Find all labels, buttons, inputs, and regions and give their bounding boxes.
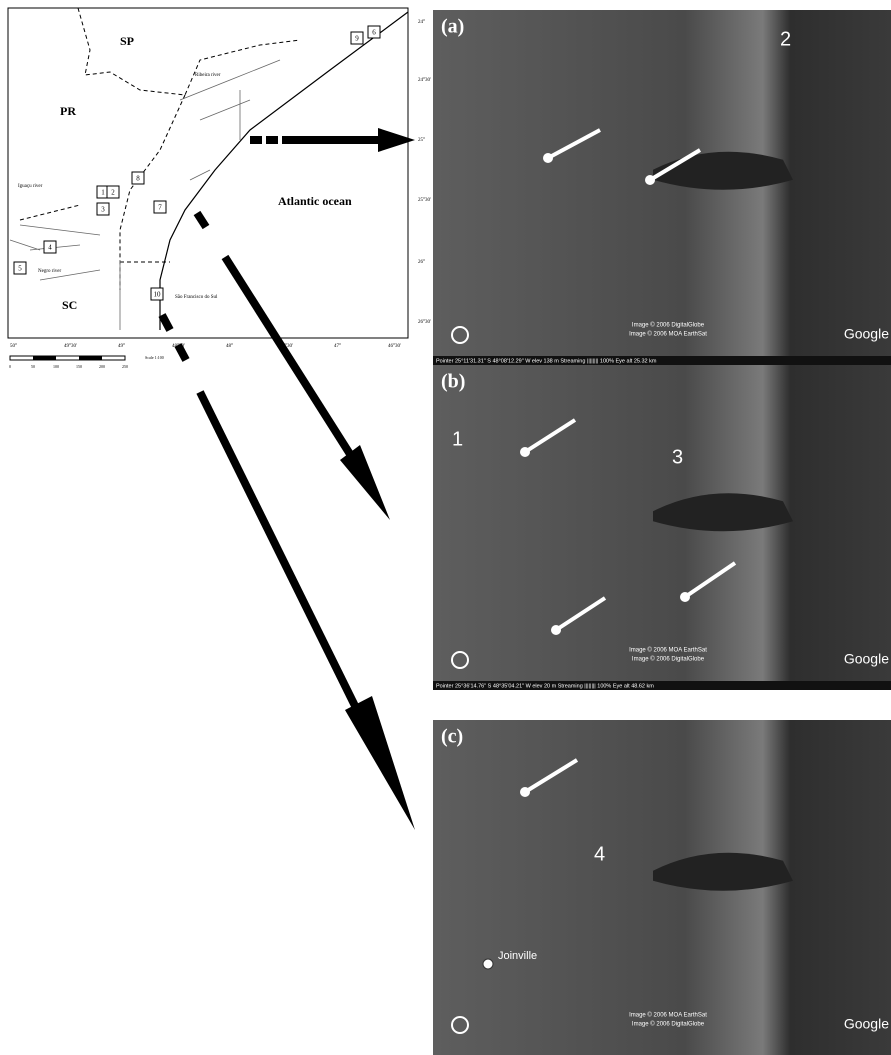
area-number: 3	[672, 446, 683, 468]
panel-label: (c)	[441, 726, 463, 748]
river-label: Ribeira river	[195, 73, 221, 78]
satellite-image	[433, 10, 891, 365]
satellite-image	[433, 365, 891, 690]
site-label: 2	[111, 189, 115, 197]
scale-tick: 200	[99, 364, 105, 369]
scale-bar	[10, 356, 125, 360]
river-label: Iguaçu river	[18, 184, 43, 189]
panel-label: (a)	[441, 16, 464, 38]
satellite-image	[433, 720, 891, 1055]
scale-tick: 50	[31, 364, 35, 369]
scale-tick: 250	[122, 364, 128, 369]
lat-label: 26°30'	[418, 320, 431, 325]
region-label: SC	[62, 298, 77, 312]
image-credit: Image © 2006 MOA EarthSat	[629, 647, 707, 654]
google-logo: Google	[844, 326, 889, 342]
lon-label: 49°	[118, 344, 125, 349]
place-marker	[483, 959, 493, 969]
lon-label: 49°30'	[64, 344, 77, 349]
site-label: 1	[101, 189, 105, 197]
white-arrow-head	[680, 592, 690, 602]
status-text: Pointer 25°36'14.76" S 48°35'04.21" W el…	[436, 683, 654, 689]
area-number: 1	[452, 428, 463, 450]
white-arrow-head	[520, 447, 530, 457]
image-credit: Image © 2006 MOA EarthSat	[629, 331, 707, 338]
ocean-label: Atlantic ocean	[278, 194, 352, 208]
scale-text: Scale 1:100	[145, 355, 164, 360]
white-arrow-head	[645, 175, 655, 185]
site-label: 4	[48, 244, 52, 252]
place-label: Joinville	[498, 950, 537, 962]
image-credit: Image © 2006 DigitalGlobe	[632, 322, 705, 329]
white-arrow-head	[520, 787, 530, 797]
map: SP PR SC Atlantic ocean Ribeira river Iguaçu …	[8, 8, 431, 369]
scale-tick: 100	[53, 364, 59, 369]
map-frame	[8, 8, 408, 338]
satellite-panel: (b) 1 3 Image © 2006 MOA EarthSat Image © 20…	[433, 365, 891, 690]
panel-label: (b)	[441, 371, 465, 393]
image-credit: Image © 2006 DigitalGlobe	[632, 656, 705, 663]
site-label: 9	[355, 35, 359, 43]
scale-tick: 150	[76, 364, 82, 369]
lat-label: 25°30'	[418, 198, 431, 203]
site-label: 8	[136, 175, 140, 183]
google-logo: Google	[844, 651, 889, 667]
region-label: SP	[120, 34, 134, 48]
lon-label: 50°	[10, 344, 17, 349]
town-label: São Francisco do Sul	[175, 295, 218, 300]
area-number: 4	[594, 843, 605, 865]
site-label: 7	[158, 204, 162, 212]
lon-label: 48°	[226, 344, 233, 349]
figure: SP PR SC Atlantic ocean Ribeira river Iguaçu …	[0, 0, 891, 1055]
white-arrow-head	[551, 625, 561, 635]
area-number: 2	[780, 28, 791, 50]
lon-label: 47°	[334, 344, 341, 349]
river-label: Negro river	[38, 269, 62, 274]
satellite-panel: (c) 4 Joinville Image © 2006 MOA EarthSat Im…	[433, 720, 891, 1055]
region-label: PR	[60, 104, 76, 118]
satellite-panel: (a) 2 Image © 2006 DigitalGlobe Image © 200…	[433, 10, 891, 365]
lat-label: 24°	[418, 20, 425, 25]
google-logo: Google	[844, 1016, 889, 1032]
image-credit: Image © 2006 MOA EarthSat	[629, 1012, 707, 1019]
white-arrow-head	[543, 153, 553, 163]
image-credit: Image © 2006 DigitalGlobe	[632, 1021, 705, 1028]
status-text: Pointer 25°11'31.31" S 48°08'12.29" W el…	[436, 358, 657, 364]
scale-tick: 0	[9, 364, 11, 369]
site-label: 3	[101, 206, 105, 214]
lat-label: 24°30'	[418, 78, 431, 83]
site-label: 10	[154, 291, 162, 299]
lat-label: 26°	[418, 260, 425, 265]
lon-label: 46°30'	[388, 344, 401, 349]
site-label: 6	[372, 29, 376, 37]
lat-label: 25°	[418, 138, 425, 143]
site-label: 5	[18, 265, 22, 273]
